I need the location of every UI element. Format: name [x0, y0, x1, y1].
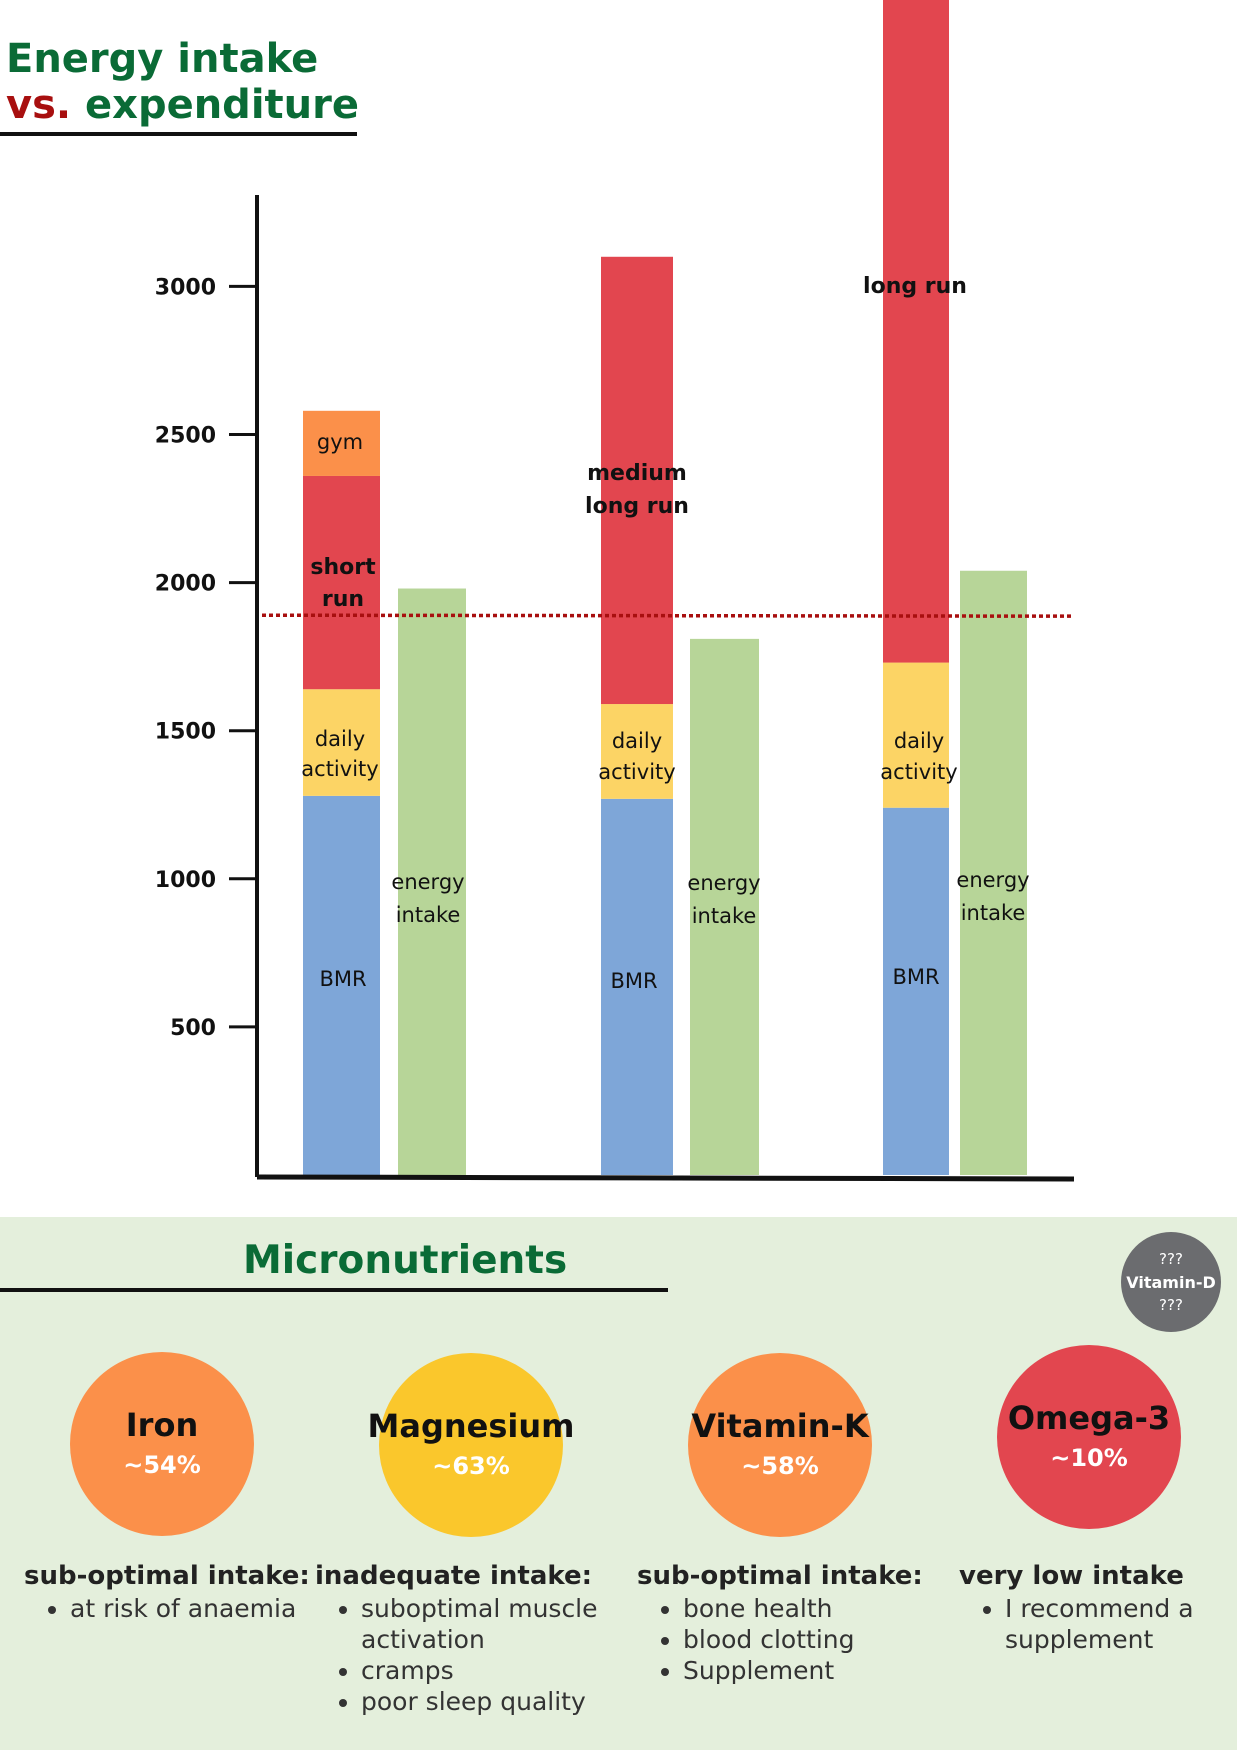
nutrient-name: Iron — [125, 1406, 199, 1444]
title-vs: vs. — [6, 82, 72, 128]
label-daily-activity-2: activity — [598, 760, 675, 784]
label-short-run-1: short — [310, 555, 376, 580]
list-item: I recommend a supplement — [1005, 1593, 1229, 1655]
nutrient-percent: ~54% — [123, 1451, 201, 1479]
label-daily-activity-1: activity — [301, 757, 378, 781]
y-tick-label-1500: 1500 — [155, 720, 216, 745]
list-item: Supplement — [683, 1655, 937, 1686]
bar-gym-1 — [303, 410, 380, 476]
label-energy-intake-1: energy — [391, 870, 464, 894]
magnesium-circle: Magnesium ~63% — [368, 1353, 574, 1537]
bar-daily-activity-3 — [883, 662, 949, 808]
note-list: bone health blood clotting Supplement — [637, 1593, 937, 1686]
note-heading: inadequate intake: — [315, 1561, 593, 1591]
label-short-run-1: run — [322, 587, 364, 612]
list-item: suboptimal muscle activation — [361, 1593, 615, 1655]
label-energy-intake-2: energy — [687, 871, 760, 895]
label-medium-long-run-2: long run — [585, 494, 689, 519]
note-heading: sub-optimal intake: — [24, 1561, 310, 1591]
label-daily-activity-1: daily — [315, 727, 365, 751]
nutrient-name: Omega-3 — [1007, 1399, 1171, 1437]
label-daily-activity-2: daily — [612, 729, 662, 753]
label-energy-intake-1: intake — [396, 903, 461, 927]
list-item: bone health — [683, 1593, 937, 1624]
note-list: at risk of anaemia — [24, 1593, 314, 1624]
vitamin-d-badge: ??? Vitamin-D ??? — [1121, 1232, 1221, 1332]
label-daily-activity-3: daily — [894, 729, 944, 753]
nutrient-percent: ~63% — [432, 1452, 510, 1480]
badge-name: Vitamin-D — [1126, 1272, 1216, 1292]
y-tick-label-1000: 1000 — [155, 868, 216, 893]
label-bmr-3: BMR — [892, 965, 939, 989]
x-axis — [256, 1174, 1075, 1182]
bar-energy-intake-3 — [960, 570, 1027, 1175]
y-tick-label-2000: 2000 — [155, 572, 216, 597]
label-bmr-2: BMR — [610, 969, 657, 993]
badge-top: ??? — [1159, 1249, 1183, 1268]
list-item: cramps — [361, 1655, 615, 1686]
list-item: blood clotting — [683, 1624, 937, 1655]
note-heading: very low intake — [959, 1561, 1184, 1591]
label-energy-intake-3: energy — [956, 868, 1029, 892]
bar-daily-activity-1 — [303, 689, 380, 796]
label-daily-activity-3: activity — [880, 760, 957, 784]
title-line2: expenditure — [85, 82, 359, 128]
nutrient-percent: ~58% — [741, 1452, 819, 1480]
label-bmr-1: BMR — [319, 967, 366, 991]
note-heading: sub-optimal intake: — [637, 1561, 923, 1591]
label-energy-intake-3: intake — [961, 901, 1026, 925]
bar-medium-long-run-2 — [601, 256, 673, 705]
bar-energy-intake-1 — [398, 588, 466, 1175]
reference-line — [254, 613, 1073, 618]
list-item: at risk of anaemia — [70, 1593, 314, 1624]
energy-chart: BMR daily activity short run gym energy intake B… — [155, 0, 1075, 1182]
note-list: suboptimal muscle activation cramps poor… — [315, 1593, 615, 1717]
nutrient-percent: ~10% — [1050, 1444, 1128, 1472]
label-energy-intake-2: intake — [692, 904, 757, 928]
page-title: Energy intake vs. expenditure — [6, 36, 359, 128]
label-gym-1: gym — [317, 430, 363, 454]
omega-3-circle: Omega-3 ~10% — [997, 1345, 1181, 1529]
omega-3-note: very low intake I recommend a supplement — [959, 1560, 1229, 1655]
magnesium-note: inadequate intake: suboptimal muscle act… — [315, 1560, 615, 1717]
y-tick-label-2500: 2500 — [155, 424, 216, 449]
badge-bottom: ??? — [1159, 1295, 1183, 1314]
micronutrients-title: Micronutrients — [243, 1238, 568, 1283]
nutrient-name: Magnesium — [367, 1407, 575, 1445]
y-tick-label-3000: 3000 — [155, 275, 216, 300]
iron-note: sub-optimal intake: at risk of anaemia — [24, 1560, 314, 1624]
title-line1: Energy intake — [6, 36, 319, 82]
vitamin-k-note: sub-optimal intake: bone health blood cl… — [637, 1560, 937, 1686]
iron-circle: Iron ~54% — [70, 1352, 254, 1536]
label-long-run-3: long run — [863, 274, 967, 299]
bar-bmr-2 — [601, 798, 673, 1175]
bar-bmr-1 — [303, 795, 380, 1175]
note-list: I recommend a supplement — [959, 1593, 1229, 1655]
micronutrients-underline — [0, 1288, 668, 1292]
label-medium-long-run-2: medium — [587, 461, 687, 486]
bar-daily-activity-2 — [601, 704, 673, 799]
bar-bmr-3 — [883, 807, 949, 1175]
vitamin-k-circle: Vitamin-K ~58% — [688, 1353, 872, 1537]
y-tick-label-500: 500 — [170, 1016, 216, 1041]
bar-short-run-1 — [303, 475, 380, 690]
bar-energy-intake-2 — [690, 638, 759, 1175]
bar-long-run-3 — [883, 0, 949, 663]
list-item: poor sleep quality — [361, 1686, 615, 1717]
title-underline — [0, 132, 357, 136]
nutrient-name: Vitamin-K — [691, 1407, 869, 1445]
